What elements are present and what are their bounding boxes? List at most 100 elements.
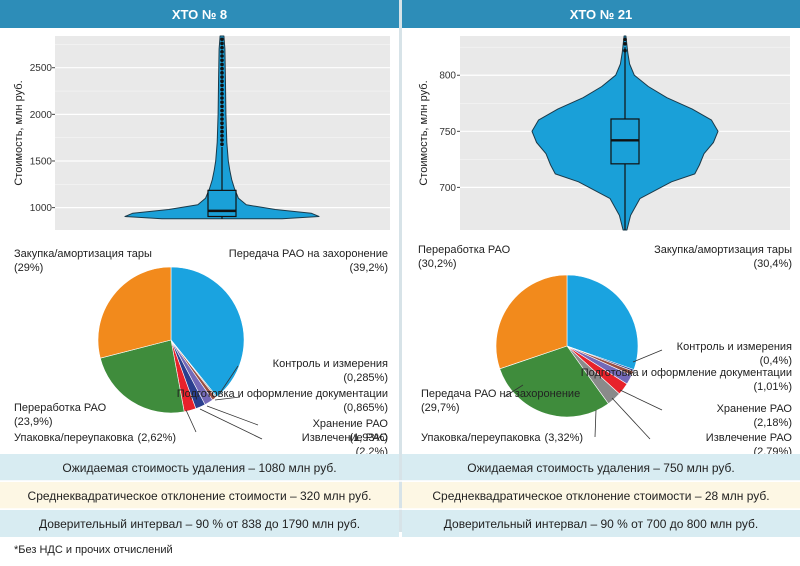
pie-slice — [99, 339, 185, 414]
pie-label-value: (1,01%) — [753, 381, 792, 393]
pie-label: Подготовка и оформление документации (1,0… — [581, 367, 792, 393]
y-tick-label: 1000 — [30, 203, 53, 214]
pie-leader-line — [219, 365, 239, 394]
outlier-point — [220, 83, 224, 88]
info-row — [402, 454, 800, 481]
pie-label: Контроль и измерения (0,4%) — [677, 341, 792, 367]
pie-leader-line — [619, 389, 663, 411]
pie-label-name: Переработка РАО — [418, 244, 511, 256]
info-row-text: Доверительный интервал – 90 % от 700 до … — [444, 517, 758, 531]
panel-header — [402, 0, 800, 28]
pie-slice — [97, 266, 172, 359]
pie-leader-line — [503, 384, 524, 398]
pie-label-value: (0,4%) — [760, 355, 792, 367]
info-row — [0, 482, 399, 509]
pie-label: Переработка РАО (30,2%) — [418, 244, 511, 270]
pie-label-name: Подготовка и оформление документации — [177, 388, 388, 400]
outlier-point — [220, 138, 224, 142]
outlier-point — [220, 133, 224, 138]
pie-slice — [566, 274, 639, 371]
pie-label: Подготовка и оформление документации (0,8… — [177, 388, 388, 414]
pie-label-value: (3,32%) — [545, 432, 584, 444]
outlier-point — [220, 79, 224, 84]
outlier-point — [220, 58, 224, 63]
pie-leader-line — [611, 397, 651, 440]
pie-label: Передача РАО на захоронение (39,2%) — [229, 248, 388, 274]
pie-leader-line — [627, 371, 635, 376]
pie-label-name: Подготовка и оформление документации — [581, 367, 792, 379]
info-row — [402, 510, 800, 537]
pie-label-name: Контроль и измерения — [677, 341, 792, 353]
y-tick-label: 800 — [439, 71, 456, 82]
pie-label: Хранение РАО (1,93%) — [313, 418, 389, 444]
pie-label-name: Передача РАО на захоронение — [421, 388, 580, 400]
outlier-point — [220, 96, 224, 100]
panel-header-title: ХТО № 8 — [172, 7, 227, 22]
pie-leader-line — [594, 409, 597, 438]
pie-label: Упаковка/переупаковка (2,62%) — [14, 432, 176, 444]
outlier-point — [220, 66, 224, 71]
outlier-point — [220, 125, 224, 130]
box-iqr — [207, 189, 237, 218]
pie-leader-line — [632, 349, 663, 363]
y-axis-label: Стоимость, млн руб. — [418, 80, 430, 185]
outlier-point — [220, 54, 224, 58]
outlier-point — [220, 92, 224, 96]
outlier-point — [220, 108, 224, 113]
y-tick-label: 700 — [439, 183, 456, 194]
pie-label-name: Извлечение РАО — [706, 432, 793, 444]
pie-label: Упаковка/переупаковка (3,32%) — [421, 432, 583, 444]
y-tick-label: 2000 — [30, 110, 53, 121]
info-row-text: Ожидаемая стоимость удаления – 750 млн р… — [467, 461, 735, 475]
outlier-point — [220, 71, 224, 75]
y-tick-label: 2500 — [30, 63, 53, 74]
outlier-point — [220, 121, 224, 126]
pie-leader-line — [199, 408, 263, 440]
pie-label: Закупка/амортизация тары (30,4%) — [654, 244, 792, 270]
pie-label-value: (30,2%) — [418, 258, 457, 270]
pie-label-value: (39,2%) — [349, 262, 388, 274]
outlier-point — [220, 113, 224, 117]
info-row — [0, 510, 399, 537]
pie-label-value: (2,18%) — [753, 417, 792, 429]
pie-label: Передача РАО на захоронение (29,7%) — [421, 388, 580, 414]
pie-slice — [170, 266, 245, 398]
outlier-point — [220, 41, 224, 46]
pie-label-name: Хранение РАО — [313, 418, 389, 430]
info-row-text: Ожидаемая стоимость удаления – 1080 млн … — [62, 461, 336, 475]
pie-label-name: Извлечение РАО — [302, 432, 389, 444]
pie-label: Контроль и измерения (0,285%) — [273, 358, 388, 384]
outlier-point — [220, 142, 224, 146]
info-row — [0, 454, 399, 481]
outlier-point — [220, 45, 224, 50]
pie-label-name: Закупка/амортизация тары — [14, 248, 152, 260]
pie-slice — [499, 345, 609, 418]
pie-label-value: (29%) — [14, 262, 43, 274]
pie-label: Хранение РАО (2,18%) — [717, 403, 793, 429]
outlier-point — [220, 117, 224, 121]
footnote: *Без НДС и прочих отчислений — [14, 544, 173, 556]
outlier-point — [220, 104, 224, 109]
pie-label-value: (23,9%) — [14, 416, 53, 428]
y-tick-label: 750 — [439, 127, 456, 138]
pie-label-name: Упаковка/переупаковка — [14, 432, 134, 444]
pie-slice — [495, 274, 568, 370]
outlier-point — [623, 48, 627, 53]
pie-leader-line — [214, 396, 241, 401]
outlier-point — [623, 42, 627, 46]
outlier-point — [220, 37, 224, 42]
y-axis-label: Стоимость, млн руб. — [13, 80, 25, 185]
pie-label-name: Переработка РАО — [14, 402, 107, 414]
pie-label-value: (0,865%) — [343, 402, 388, 414]
pie-label-value: (0,285%) — [343, 372, 388, 384]
pie-leader-line — [206, 405, 259, 426]
column-divider — [399, 0, 402, 532]
outlier-point — [220, 75, 224, 79]
y-tick-label: 1500 — [30, 156, 53, 167]
pie-label-name: Хранение РАО — [717, 403, 793, 415]
info-row-text: Среднеквадратическое отклонение стоимост… — [28, 489, 372, 503]
pie-label-name: Передача РАО на захоронение — [229, 248, 388, 260]
pie-leader-line — [185, 409, 197, 433]
